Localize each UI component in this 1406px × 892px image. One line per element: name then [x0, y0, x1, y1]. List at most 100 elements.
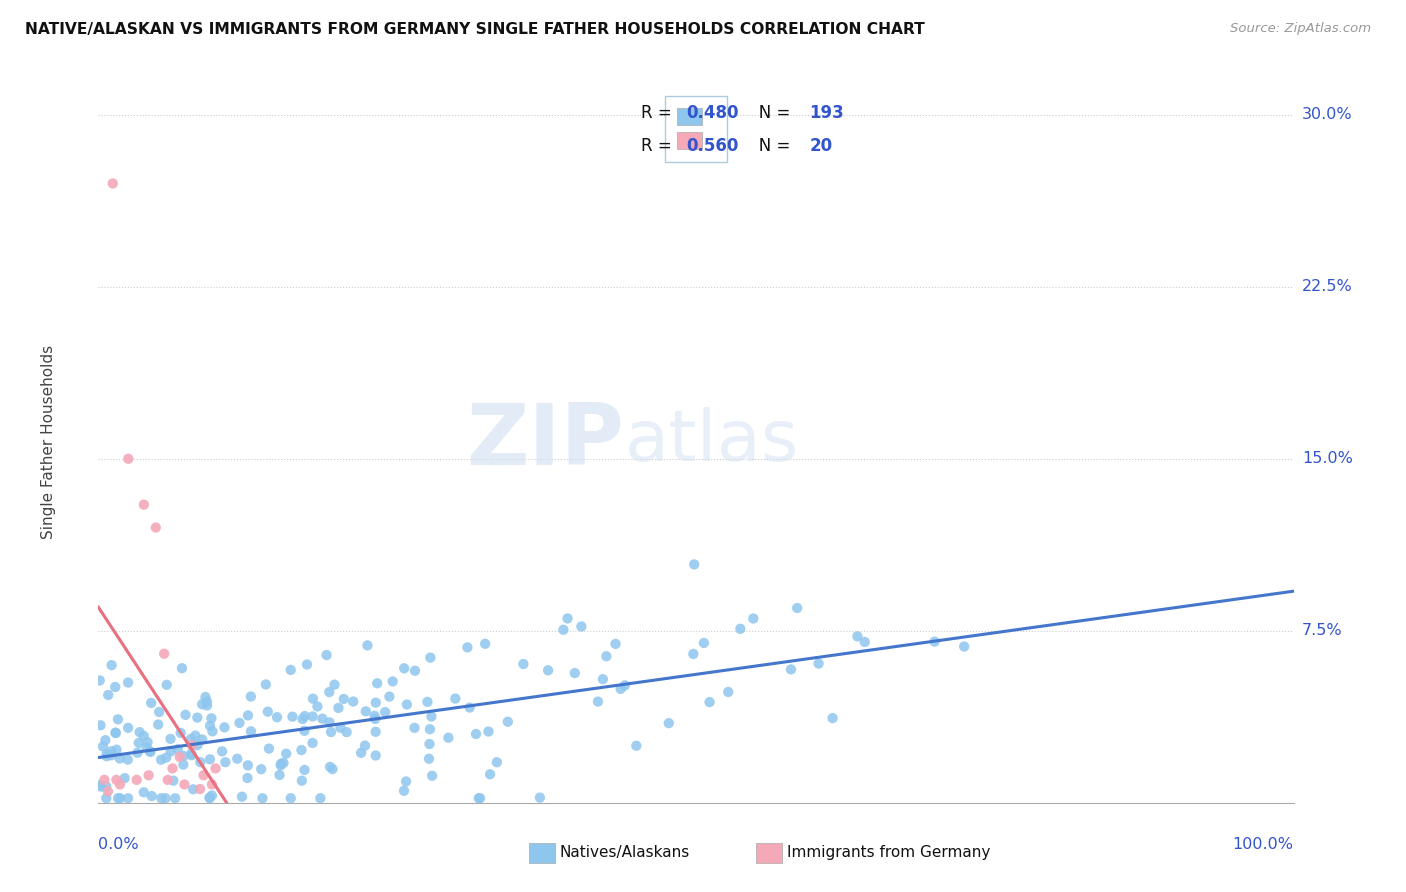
- Point: [553, 623, 575, 637]
- Point: [145, 520, 167, 534]
- Text: 0.480: 0.480: [686, 103, 738, 121]
- Point: [364, 712, 387, 726]
- Point: [96, 791, 118, 805]
- Point: [613, 678, 636, 692]
- Point: [444, 691, 467, 706]
- Point: [180, 747, 202, 761]
- Point: [148, 705, 170, 719]
- Point: [200, 711, 222, 725]
- Point: [228, 715, 250, 730]
- Point: [404, 721, 426, 735]
- Point: [301, 736, 323, 750]
- Point: [270, 758, 292, 772]
- Point: [273, 756, 295, 770]
- Point: [188, 782, 211, 797]
- Point: [350, 746, 373, 760]
- Text: N =: N =: [744, 137, 796, 155]
- Point: [100, 658, 122, 673]
- Point: [323, 678, 346, 692]
- Point: [180, 739, 202, 753]
- Text: 7.5%: 7.5%: [1302, 624, 1343, 639]
- Point: [141, 696, 163, 710]
- Point: [125, 772, 148, 787]
- Point: [512, 657, 534, 671]
- Point: [198, 752, 221, 766]
- Point: [172, 757, 194, 772]
- Point: [477, 724, 499, 739]
- Point: [201, 789, 224, 803]
- Point: [456, 640, 478, 655]
- FancyBboxPatch shape: [529, 843, 555, 863]
- Point: [150, 753, 173, 767]
- Point: [302, 691, 325, 706]
- Point: [309, 791, 332, 805]
- Point: [89, 718, 111, 732]
- Point: [329, 721, 352, 735]
- Point: [717, 685, 740, 699]
- Point: [321, 762, 343, 776]
- Point: [290, 743, 312, 757]
- Text: 100.0%: 100.0%: [1233, 838, 1294, 853]
- Legend: , : ,: [665, 95, 727, 162]
- Point: [807, 657, 830, 671]
- Point: [159, 731, 181, 746]
- Point: [150, 791, 173, 805]
- Point: [96, 749, 118, 764]
- Point: [173, 749, 195, 764]
- Point: [418, 737, 440, 751]
- Point: [699, 695, 721, 709]
- Point: [127, 746, 149, 760]
- Point: [392, 661, 415, 675]
- Point: [107, 791, 129, 805]
- Text: atlas: atlas: [624, 407, 799, 476]
- Text: R =: R =: [641, 137, 676, 155]
- Point: [93, 772, 115, 787]
- Point: [266, 710, 288, 724]
- Point: [128, 725, 150, 739]
- Point: [132, 498, 155, 512]
- Point: [135, 740, 157, 755]
- Point: [658, 716, 681, 731]
- Point: [474, 637, 496, 651]
- Point: [595, 649, 617, 664]
- Point: [214, 755, 236, 769]
- Point: [315, 648, 337, 662]
- Point: [682, 647, 704, 661]
- Point: [195, 698, 218, 713]
- Point: [332, 692, 354, 706]
- Point: [91, 739, 114, 754]
- Point: [104, 726, 127, 740]
- Point: [418, 752, 440, 766]
- Text: Source: ZipAtlas.com: Source: ZipAtlas.com: [1230, 22, 1371, 36]
- Point: [105, 772, 128, 787]
- Point: [201, 777, 224, 791]
- Text: 0.560: 0.560: [686, 137, 738, 155]
- Point: [557, 611, 579, 625]
- Point: [236, 758, 259, 772]
- Point: [166, 742, 188, 756]
- Point: [605, 637, 627, 651]
- Point: [395, 774, 418, 789]
- Point: [307, 699, 329, 714]
- Point: [294, 763, 316, 777]
- Point: [191, 732, 214, 747]
- Point: [420, 769, 443, 783]
- Point: [240, 724, 263, 739]
- Point: [201, 724, 224, 739]
- FancyBboxPatch shape: [756, 843, 782, 863]
- Point: [319, 760, 342, 774]
- Point: [626, 739, 648, 753]
- Point: [269, 768, 291, 782]
- Point: [496, 714, 519, 729]
- Point: [953, 640, 976, 654]
- Text: 30.0%: 30.0%: [1302, 107, 1353, 122]
- Point: [174, 707, 197, 722]
- Point: [592, 672, 614, 686]
- Point: [301, 709, 323, 723]
- Point: [392, 784, 415, 798]
- Point: [117, 791, 139, 805]
- Point: [239, 690, 262, 704]
- Point: [468, 791, 491, 805]
- Point: [366, 676, 388, 690]
- Point: [159, 744, 181, 758]
